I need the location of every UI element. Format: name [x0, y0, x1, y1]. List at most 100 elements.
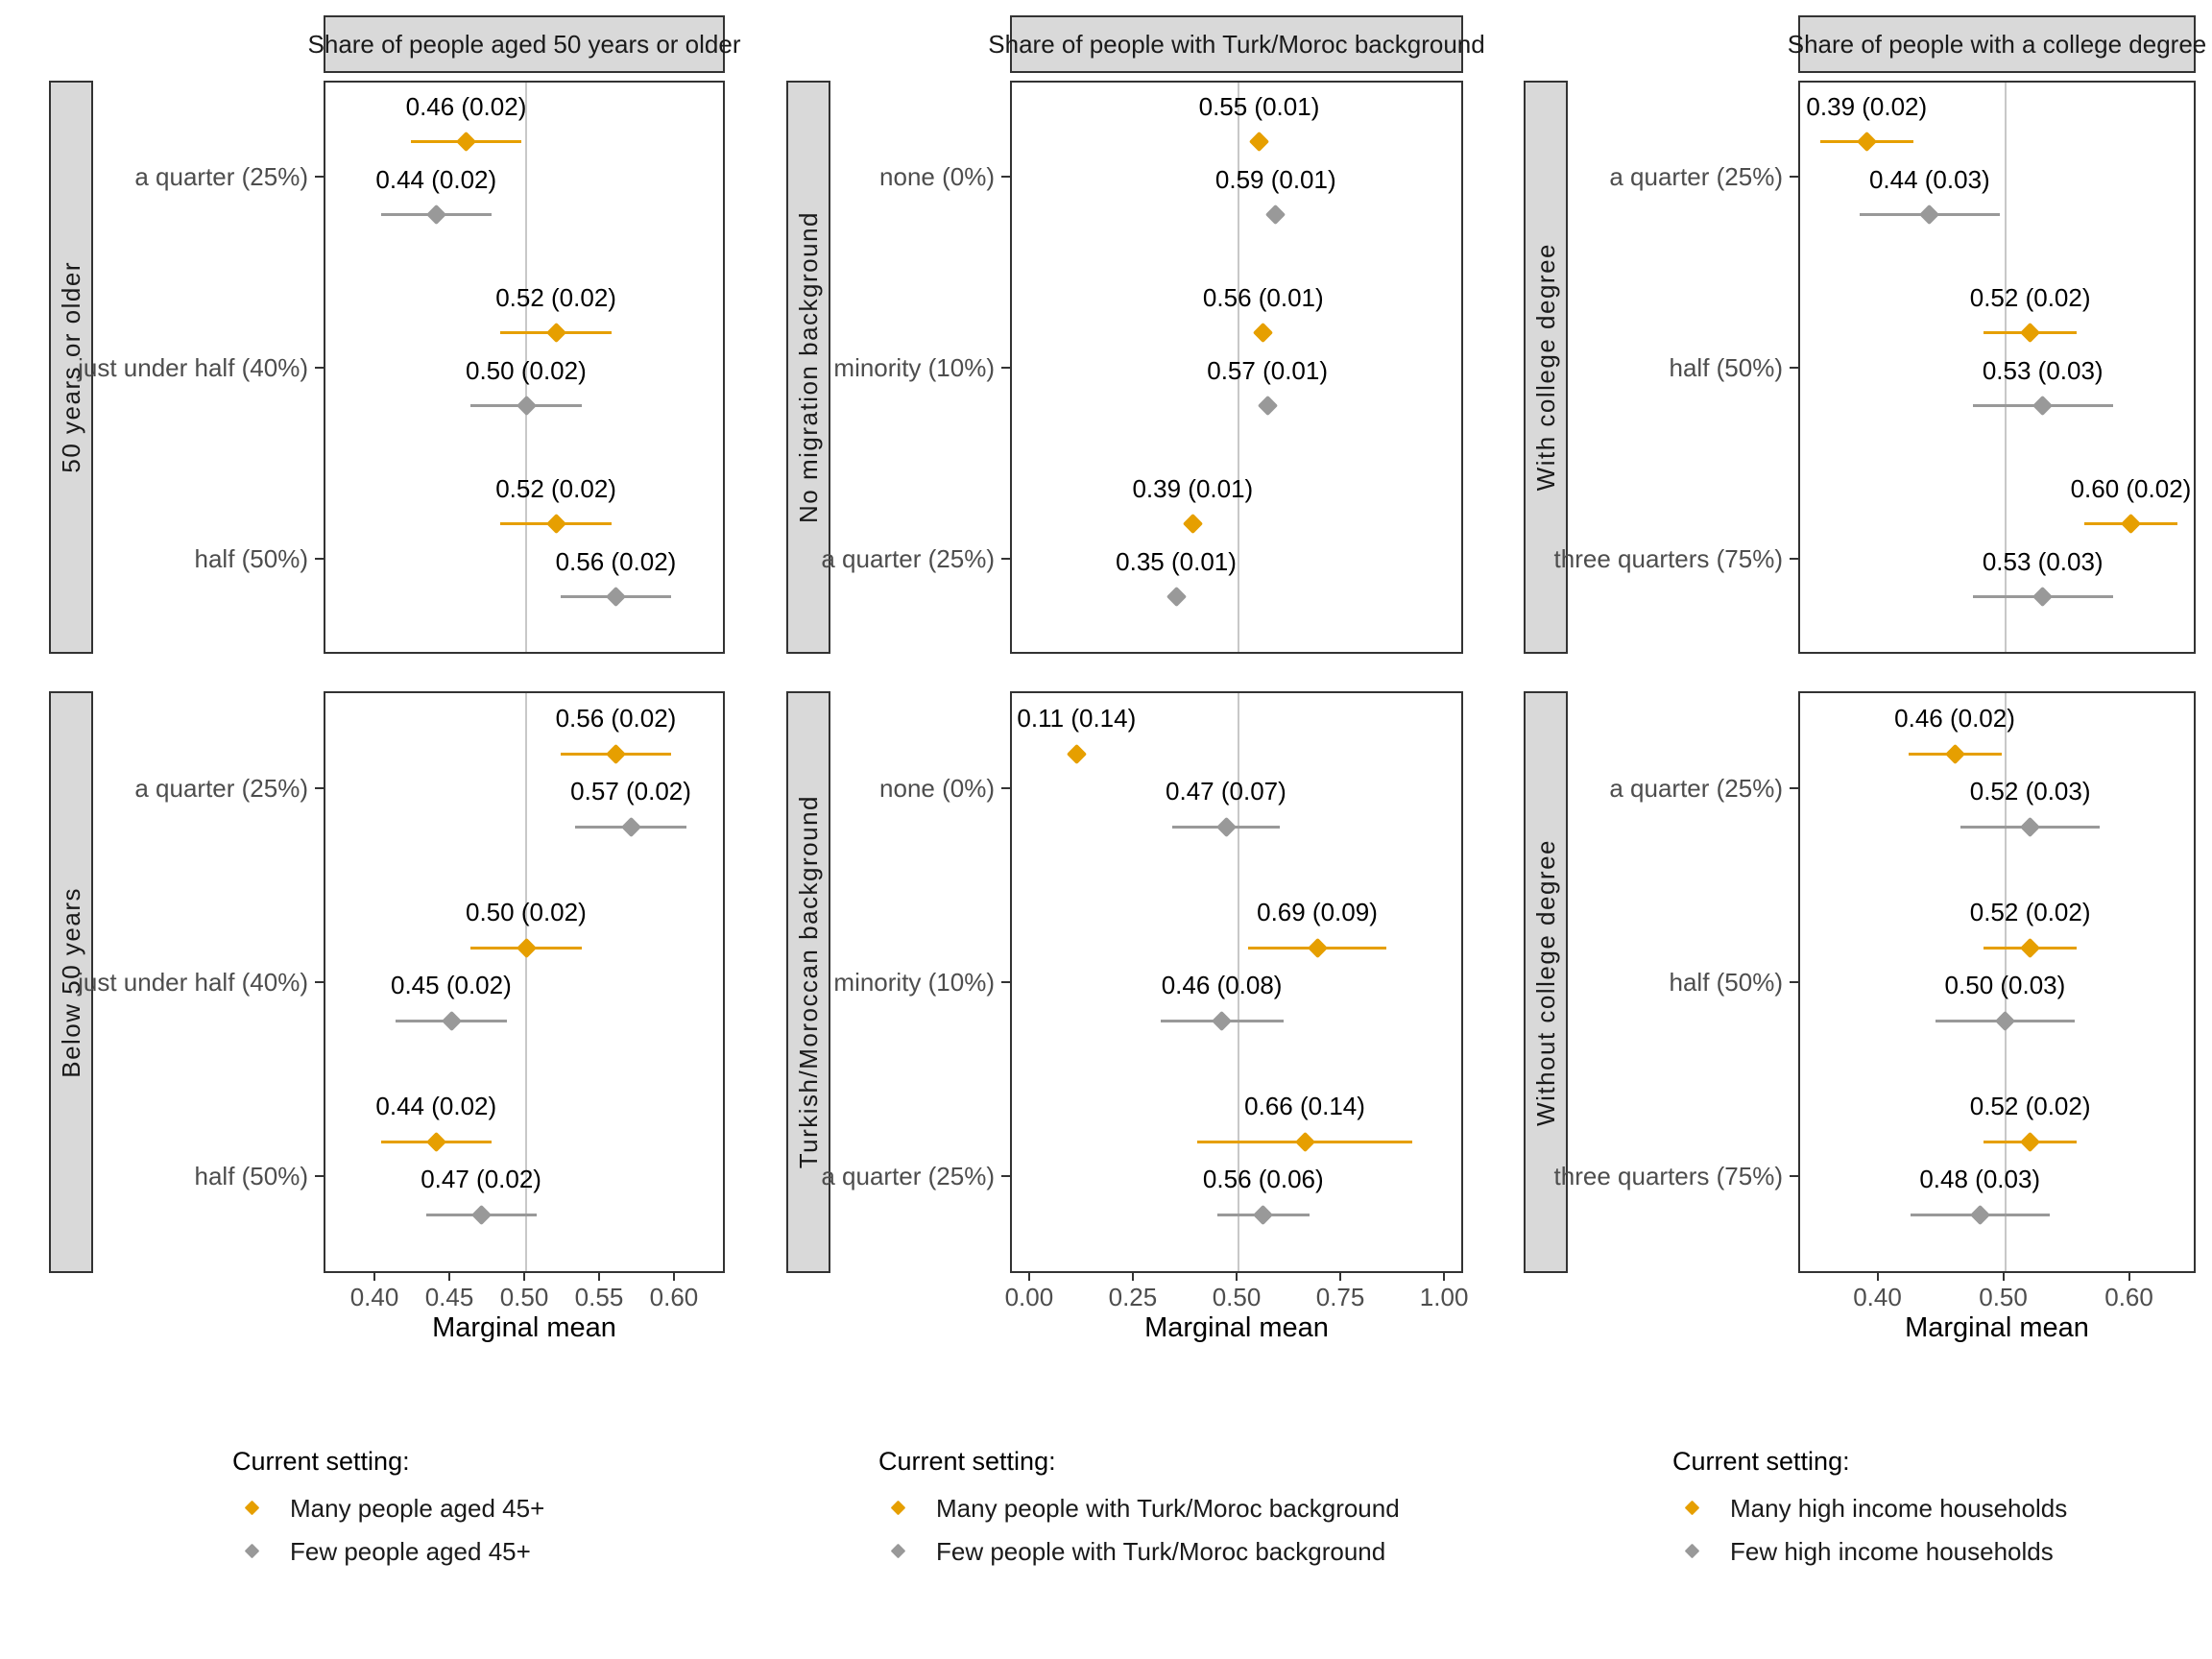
point-marker — [1166, 586, 1187, 608]
facet-row-strip: No migration background — [786, 81, 830, 654]
x-axis-tick — [597, 1273, 600, 1281]
point-value-label: 0.39 (0.02) — [1806, 91, 1928, 121]
legend-item-label: Many people aged 45+ — [290, 1494, 545, 1523]
x-axis-tick-label: 0.40 — [1853, 1283, 1902, 1311]
legend-title: Current setting: — [1672, 1447, 1850, 1476]
point-marker — [1182, 513, 1204, 535]
point-marker — [545, 513, 566, 535]
y-axis-category-label: half (50%) — [1669, 352, 1784, 382]
point-value-label: 0.48 (0.03) — [1919, 1165, 2041, 1193]
y-axis-tick — [1790, 175, 1798, 178]
point-marker — [1215, 816, 1237, 837]
x-axis-tick — [672, 1273, 675, 1281]
plot-panel: 0.46 (0.02) 0.44 (0.02) 0.52 (0.02) 0.50 (0… — [324, 81, 725, 654]
legend-item-label: Few high income households — [1730, 1537, 2054, 1566]
y-axis-category-label: half (50%) — [1669, 968, 1784, 997]
point-marker — [1294, 1131, 1315, 1152]
point-marker — [1919, 204, 1940, 226]
legend-item-label: Few people with Turk/Moroc background — [936, 1537, 1386, 1566]
x-axis-tick-label: 0.55 — [574, 1283, 624, 1311]
y-axis-category-label: a quarter (25%) — [134, 774, 308, 803]
point-marker — [605, 586, 627, 608]
plot-panel: 0.46 (0.02) 0.52 (0.03) 0.52 (0.02) 0.50 (0… — [1798, 691, 2196, 1273]
reference-line — [525, 83, 527, 652]
point-marker — [456, 131, 477, 153]
x-axis-tick — [1131, 1273, 1134, 1281]
legend-title: Current setting: — [878, 1447, 1056, 1476]
y-axis-tick — [1001, 366, 1010, 369]
point-marker — [1257, 395, 1278, 417]
x-axis-tick — [523, 1273, 525, 1281]
point-value-label: 0.53 (0.03) — [1982, 546, 2104, 576]
x-axis-title: Marginal mean — [1905, 1312, 2089, 1343]
point-value-label: 0.66 (0.14) — [1244, 1092, 1365, 1120]
y-axis-category-label: none (0%) — [879, 774, 995, 803]
point-marker — [2120, 513, 2142, 535]
point-marker — [1253, 1204, 1274, 1225]
facet-row-strip: Below 50 years — [49, 691, 93, 1273]
y-axis-tick — [315, 366, 324, 369]
point-marker — [620, 816, 641, 837]
legend-marker — [890, 1500, 905, 1516]
point-marker — [2020, 322, 2041, 344]
x-axis-tick — [1236, 1273, 1238, 1281]
point-marker — [605, 743, 627, 764]
point-marker — [516, 395, 537, 417]
facet-row-strip: With college degree — [1524, 81, 1568, 654]
point-value-label: 0.56 (0.01) — [1202, 282, 1324, 312]
x-axis-tick-label: 0.25 — [1108, 1283, 1158, 1311]
y-axis-category-label: a quarter (25%) — [821, 1162, 995, 1190]
y-axis-tick — [315, 981, 324, 983]
legend-item-label: Many people with Turk/Moroc background — [936, 1494, 1400, 1523]
point-marker — [425, 1131, 447, 1152]
reference-line — [2004, 693, 2007, 1271]
point-marker — [2020, 1131, 2041, 1152]
y-axis-tick — [1001, 787, 1010, 789]
y-axis-category-label: just under half (40%) — [78, 352, 308, 382]
facet-row-strip: Turkish/Moroccan background — [786, 691, 830, 1273]
point-marker — [1944, 743, 1965, 764]
reference-line — [2004, 83, 2007, 652]
point-marker — [425, 204, 447, 226]
point-marker — [1066, 743, 1088, 764]
facet-plot: Share of people aged 50 years or older 50… — [49, 0, 741, 1659]
point-marker — [1249, 131, 1270, 153]
point-value-label: 0.46 (0.08) — [1161, 971, 1283, 999]
facet-column-header: Share of people with a college degree — [1788, 15, 2206, 73]
point-marker — [470, 1204, 492, 1225]
point-marker — [441, 1010, 462, 1031]
point-value-label: 0.46 (0.02) — [405, 91, 527, 121]
point-value-label: 0.52 (0.02) — [1969, 282, 2091, 312]
facet-plot: Share of people with Turk/Moroc backgrou… — [786, 0, 1485, 1659]
reference-line — [1238, 83, 1239, 652]
point-marker — [545, 322, 566, 344]
y-axis-tick — [1790, 1175, 1798, 1177]
y-axis-tick — [1001, 981, 1010, 983]
point-marker — [1265, 204, 1286, 226]
y-axis-tick — [315, 557, 324, 560]
y-axis-category-label: minority (10%) — [833, 968, 995, 997]
point-value-label: 0.50 (0.02) — [466, 355, 587, 385]
legend-marker — [890, 1543, 905, 1559]
point-marker — [1856, 131, 1878, 153]
point-value-label: 0.50 (0.03) — [1944, 971, 2066, 999]
point-value-label: 0.46 (0.02) — [1894, 704, 2015, 733]
y-axis-tick — [315, 787, 324, 789]
facet-row-strip: 50 years or older — [49, 81, 93, 654]
point-value-label: 0.57 (0.01) — [1207, 355, 1328, 385]
point-marker — [1212, 1010, 1233, 1031]
point-value-label: 0.53 (0.03) — [1982, 355, 2104, 385]
x-axis-tick-label: 0.00 — [1004, 1283, 1054, 1311]
x-axis-tick — [1876, 1273, 1879, 1281]
point-value-label: 0.44 (0.02) — [375, 164, 497, 194]
point-value-label: 0.35 (0.01) — [1116, 546, 1237, 576]
y-axis-tick — [1790, 557, 1798, 560]
point-marker — [1969, 1204, 1990, 1225]
point-value-label: 0.57 (0.02) — [570, 777, 691, 805]
y-axis-tick — [1790, 787, 1798, 789]
x-axis-tick-label: 0.50 — [1212, 1283, 1262, 1311]
reference-line — [1238, 693, 1239, 1271]
y-axis-category-label: a quarter (25%) — [134, 161, 308, 191]
point-marker — [2032, 586, 2054, 608]
y-axis-tick — [1790, 366, 1798, 369]
